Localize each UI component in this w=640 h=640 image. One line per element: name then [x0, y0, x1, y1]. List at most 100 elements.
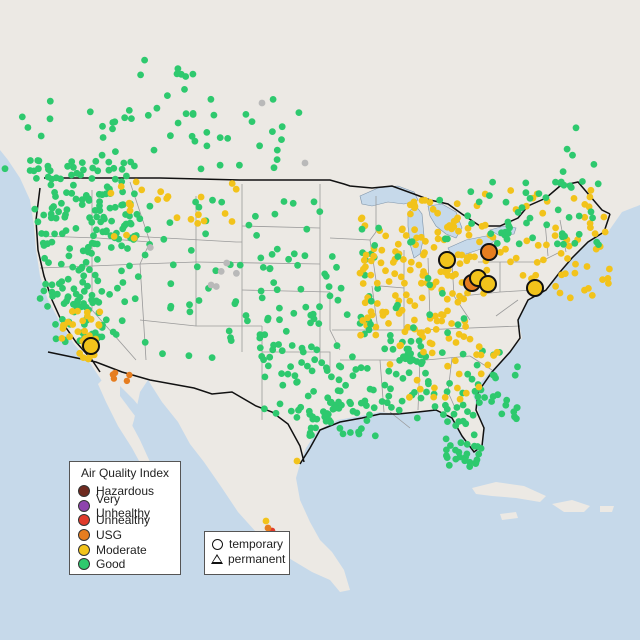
station-marker[interactable]: [242, 111, 250, 118]
station-marker[interactable]: [50, 203, 57, 210]
station-marker[interactable]: [134, 273, 142, 280]
station-marker[interactable]: [386, 332, 394, 339]
station-marker[interactable]: [98, 333, 106, 341]
temporary-station-marker[interactable]: [480, 243, 498, 261]
station-marker[interactable]: [399, 225, 406, 233]
station-marker[interactable]: [72, 290, 80, 298]
station-marker[interactable]: [335, 398, 342, 406]
station-marker[interactable]: [278, 370, 285, 377]
station-marker[interactable]: [27, 157, 34, 164]
station-marker[interactable]: [315, 320, 323, 327]
station-marker[interactable]: [227, 334, 234, 342]
station-marker[interactable]: [79, 317, 87, 325]
station-marker[interactable]: [487, 230, 495, 238]
station-marker[interactable]: [146, 244, 154, 251]
station-marker[interactable]: [447, 442, 454, 449]
station-marker[interactable]: [483, 266, 491, 274]
temporary-station-marker[interactable]: [438, 251, 456, 269]
station-marker[interactable]: [88, 218, 96, 226]
station-marker[interactable]: [444, 329, 451, 337]
station-marker[interactable]: [424, 327, 432, 334]
station-marker[interactable]: [443, 295, 451, 303]
station-marker[interactable]: [453, 216, 460, 224]
station-marker[interactable]: [498, 410, 506, 418]
station-marker[interactable]: [63, 297, 70, 305]
station-marker[interactable]: [1, 165, 9, 173]
station-marker[interactable]: [108, 217, 115, 225]
station-marker[interactable]: [186, 308, 194, 316]
station-marker[interactable]: [429, 205, 437, 213]
station-marker[interactable]: [34, 218, 42, 226]
station-marker[interactable]: [59, 325, 67, 332]
station-marker[interactable]: [82, 192, 90, 199]
station-marker[interactable]: [197, 165, 205, 173]
station-marker[interactable]: [118, 317, 126, 325]
station-marker[interactable]: [293, 378, 301, 386]
station-marker[interactable]: [164, 193, 172, 200]
station-marker[interactable]: [566, 294, 574, 302]
station-marker[interactable]: [33, 175, 40, 182]
station-marker[interactable]: [431, 384, 438, 392]
station-marker[interactable]: [359, 317, 367, 324]
station-marker[interactable]: [112, 148, 119, 156]
station-marker[interactable]: [188, 132, 196, 140]
station-marker[interactable]: [221, 210, 229, 217]
station-marker[interactable]: [144, 226, 152, 233]
station-marker[interactable]: [514, 363, 521, 371]
station-marker[interactable]: [259, 264, 267, 271]
station-marker[interactable]: [202, 230, 210, 238]
station-marker[interactable]: [218, 198, 226, 206]
station-marker[interactable]: [118, 201, 125, 209]
station-marker[interactable]: [468, 220, 475, 227]
station-marker[interactable]: [446, 380, 453, 387]
station-marker[interactable]: [355, 430, 363, 438]
station-marker[interactable]: [223, 259, 231, 267]
station-marker[interactable]: [194, 220, 202, 227]
station-marker[interactable]: [46, 97, 54, 105]
station-marker[interactable]: [278, 136, 285, 144]
station-marker[interactable]: [127, 115, 135, 122]
station-marker[interactable]: [232, 185, 240, 193]
station-marker[interactable]: [118, 178, 126, 186]
station-marker[interactable]: [417, 394, 425, 402]
station-marker[interactable]: [439, 289, 446, 297]
station-marker[interactable]: [169, 261, 177, 269]
station-marker[interactable]: [415, 261, 423, 269]
station-marker[interactable]: [233, 269, 240, 277]
station-marker[interactable]: [361, 299, 369, 307]
station-marker[interactable]: [591, 230, 599, 238]
station-marker[interactable]: [228, 180, 236, 187]
station-marker[interactable]: [174, 65, 182, 73]
station-marker[interactable]: [514, 208, 522, 216]
station-marker[interactable]: [358, 225, 366, 233]
station-marker[interactable]: [269, 96, 277, 103]
station-marker[interactable]: [526, 195, 534, 202]
station-marker[interactable]: [374, 300, 381, 307]
station-marker[interactable]: [270, 341, 277, 349]
station-marker[interactable]: [256, 344, 264, 352]
station-marker[interactable]: [308, 343, 315, 351]
station-marker[interactable]: [365, 326, 373, 334]
station-marker[interactable]: [92, 157, 100, 165]
station-marker[interactable]: [137, 71, 145, 79]
station-marker[interactable]: [99, 228, 107, 236]
station-marker[interactable]: [559, 168, 567, 176]
station-marker[interactable]: [312, 424, 319, 432]
station-marker[interactable]: [444, 271, 452, 279]
station-marker[interactable]: [102, 316, 110, 324]
station-marker[interactable]: [53, 290, 61, 298]
station-marker[interactable]: [405, 369, 413, 377]
station-marker[interactable]: [88, 239, 96, 247]
station-marker[interactable]: [349, 407, 357, 415]
station-marker[interactable]: [105, 158, 113, 166]
station-marker[interactable]: [466, 253, 474, 261]
station-marker[interactable]: [236, 161, 243, 169]
station-marker[interactable]: [385, 320, 392, 327]
station-marker[interactable]: [453, 200, 461, 208]
station-marker[interactable]: [426, 281, 434, 289]
station-marker[interactable]: [131, 162, 138, 170]
station-marker[interactable]: [462, 389, 470, 397]
station-marker[interactable]: [110, 375, 118, 382]
station-marker[interactable]: [474, 393, 482, 401]
station-marker[interactable]: [422, 369, 429, 377]
